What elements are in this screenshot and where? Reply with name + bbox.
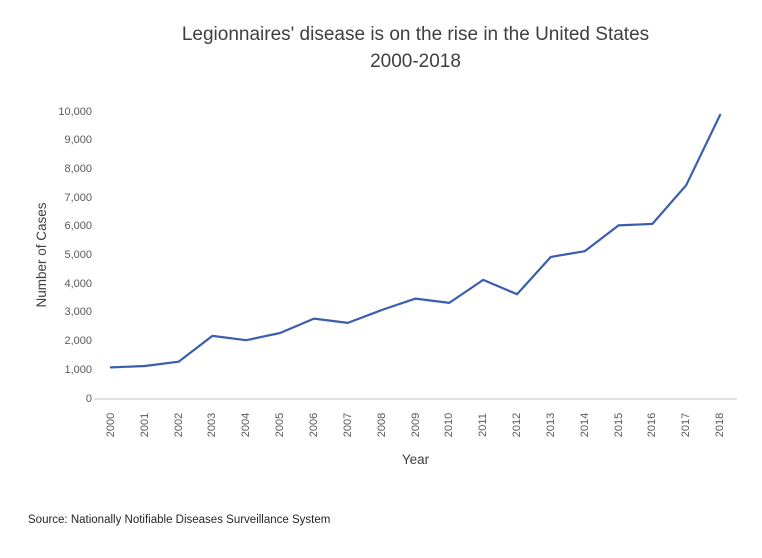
y-tick-label: 9,000 — [64, 134, 92, 147]
y-tick-label: 0 — [85, 392, 92, 405]
x-tick-label: 2005 — [274, 412, 287, 438]
x-tick-label: 2016 — [646, 412, 659, 438]
y-tick-label: 4,000 — [64, 277, 92, 290]
x-tick-label: 2010 — [443, 412, 456, 438]
y-tick-label: 3,000 — [64, 306, 92, 319]
x-tick-label: 2017 — [680, 412, 693, 438]
data-series-line — [109, 113, 722, 369]
x-tick-label: 2011 — [477, 413, 490, 437]
y-axis-title: Number of Cases — [34, 202, 49, 308]
chart-title-line2: 2000-2018 — [370, 51, 461, 72]
y-tick-label: 7,000 — [64, 191, 92, 204]
x-tick-label: 2007 — [341, 412, 354, 438]
x-tick-label: 2003 — [206, 412, 219, 438]
x-tick-label: 2000 — [104, 412, 117, 438]
x-tick-label: 2006 — [308, 412, 320, 438]
y-tick-label: 10,000 — [58, 105, 92, 118]
y-tick-label: 2,000 — [64, 335, 92, 348]
x-tick-label: 2004 — [240, 412, 253, 438]
x-tick-label: 2018 — [714, 412, 727, 438]
x-tick-label: 2009 — [409, 412, 422, 438]
y-tick-label: 1,000 — [64, 363, 92, 376]
y-tick-label: 6,000 — [64, 220, 92, 233]
y-tick-label: 5,000 — [64, 249, 92, 261]
x-axis-title: Year — [401, 452, 430, 467]
x-tick-label: 2015 — [612, 412, 625, 438]
x-tick-label: 2008 — [375, 412, 388, 438]
chart-title-line1: Legionnaires' disease is on the rise in … — [181, 24, 650, 45]
x-tick-label: 2012 — [511, 412, 523, 438]
x-tick-label: 2002 — [172, 412, 185, 438]
x-tick-label: 2013 — [544, 412, 557, 438]
x-tick-label: 2014 — [578, 412, 591, 438]
y-tick-label: 8,000 — [64, 162, 92, 175]
source-note: Source: Nationally Notifiable Diseases S… — [28, 514, 331, 526]
x-axis-line — [94, 398, 737, 400]
x-tick-label: 2001 — [138, 412, 151, 438]
chart-title: Legionnaires' disease is on the rise in … — [94, 21, 737, 75]
